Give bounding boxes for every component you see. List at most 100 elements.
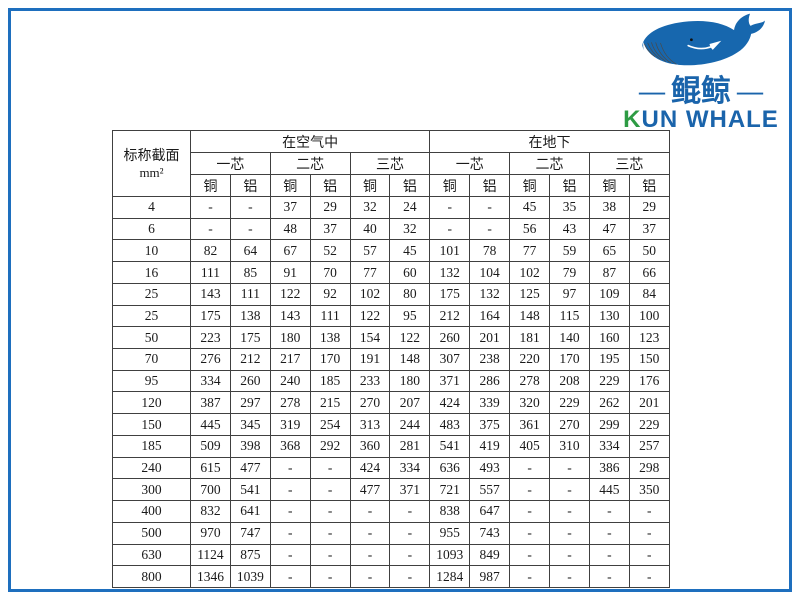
value-cell: 201 [469,326,511,350]
table-row: 25 143 111 122 92 102 80 175 132 125 97 109 84 [112,282,670,306]
value-cell: 217 [269,348,311,371]
value-cell: 875 [229,543,271,567]
value-cell: 109 [588,282,630,306]
value-cell: 176 [628,369,670,393]
value-cell: 345 [229,413,271,436]
value-cell: 185 [309,369,351,393]
size-cell: 500 [112,521,191,545]
table-row: 240 615 477- -424 334 636 493- -386 298 [112,456,670,480]
value-cell: 143 [269,304,311,328]
value-cell: 208 [549,369,590,393]
value-cell: - [269,456,311,480]
value-cell: 97 [549,282,590,306]
value-cell: 233 [349,369,391,393]
logo-dash-right: — [737,77,763,106]
value-cell: 125 [509,282,551,306]
value-cell: 361 [509,413,551,436]
value-cell: 320 [509,391,551,415]
value-cell: 175 [429,282,471,306]
value-cell: 1039 [229,565,271,588]
value-cell: 143 [190,282,231,306]
value-cell: 175 [190,304,231,328]
value-cell: 195 [588,348,630,371]
value-cell: - [190,196,231,219]
value-cell: 132 [429,261,471,284]
size-cell: 25 [112,282,191,306]
value-cell: 24 [389,196,431,219]
value-cell: 91 [269,261,311,284]
value-cell: - [349,500,391,523]
value-cell: 375 [469,413,511,436]
value-cell: 138 [229,304,271,328]
value-cell: 260 [229,369,271,393]
value-cell: 838 [429,500,471,523]
value-cell: - [429,217,471,241]
value-cell: - [549,543,590,567]
value-cell: 48 [269,217,311,241]
group-header: 在地下 [429,130,670,153]
value-cell: 636 [429,456,471,480]
value-cell: 319 [269,413,311,436]
value-cell: 445 [190,413,231,436]
value-cell: 111 [229,282,271,306]
size-cell: 800 [112,565,191,588]
value-cell: 67 [269,239,311,263]
material-header: 铝 [469,174,511,197]
value-cell: - [509,478,551,502]
value-cell: - [309,456,351,480]
value-cell: 297 [229,391,271,415]
value-cell: - [269,478,311,502]
value-cell: 270 [349,391,391,415]
size-cell: 16 [112,261,191,284]
value-cell: - [509,500,551,523]
size-cell: 240 [112,456,191,480]
size-cell: 300 [112,478,191,502]
value-cell: 95 [389,304,431,328]
logo-en-first-letter: K [623,106,642,133]
value-cell: 175 [229,326,271,350]
value-cell: 307 [429,348,471,371]
table-row: 400 832 641- - - -838 647- - - - [112,500,670,523]
value-cell: - [229,196,271,219]
material-header: 铝 [309,174,351,197]
value-cell: 87 [588,261,630,284]
value-cell: 292 [309,434,351,458]
size-cell: 185 [112,434,191,458]
material-header: 铜 [429,174,471,197]
value-cell: 138 [309,326,351,350]
value-cell: 64 [229,239,271,263]
value-cell: - [549,521,590,545]
material-header: 铜 [509,174,551,197]
material-header: 铜 [588,174,630,197]
value-cell: - [628,521,670,545]
value-cell: 278 [269,391,311,415]
table-row: 25 175 138 143 111 122 95 212 164 148 115 130 100 [112,304,670,328]
value-cell: - [309,543,351,567]
value-cell: - [588,565,630,588]
core-header: 二芯 [509,152,590,175]
value-cell: - [549,500,590,523]
value-cell: - [549,565,590,588]
value-cell: 122 [349,304,391,328]
material-header: 铝 [229,174,271,197]
value-cell: 849 [469,543,511,567]
value-cell: 371 [429,369,471,393]
value-cell: 445 [588,478,630,502]
value-cell: - [469,196,511,219]
logo-dash-left: — [639,77,665,106]
value-cell: 29 [309,196,351,219]
size-cell: 25 [112,304,191,328]
value-cell: 66 [628,261,670,284]
value-cell: 281 [389,434,431,458]
logo: — 鲲鲸 — KUN WHALE [612,12,790,132]
size-cell: 4 [112,196,191,219]
value-cell: 310 [549,434,590,458]
material-header: 铜 [349,174,391,197]
value-cell: - [309,478,351,502]
value-cell: 509 [190,434,231,458]
value-cell: 45 [389,239,431,263]
value-cell: 180 [269,326,311,350]
value-cell: 386 [588,456,630,480]
value-cell: 101 [429,239,471,263]
value-cell: 40 [349,217,391,241]
